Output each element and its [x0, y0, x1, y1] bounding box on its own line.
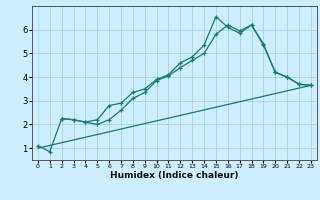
- X-axis label: Humidex (Indice chaleur): Humidex (Indice chaleur): [110, 171, 239, 180]
